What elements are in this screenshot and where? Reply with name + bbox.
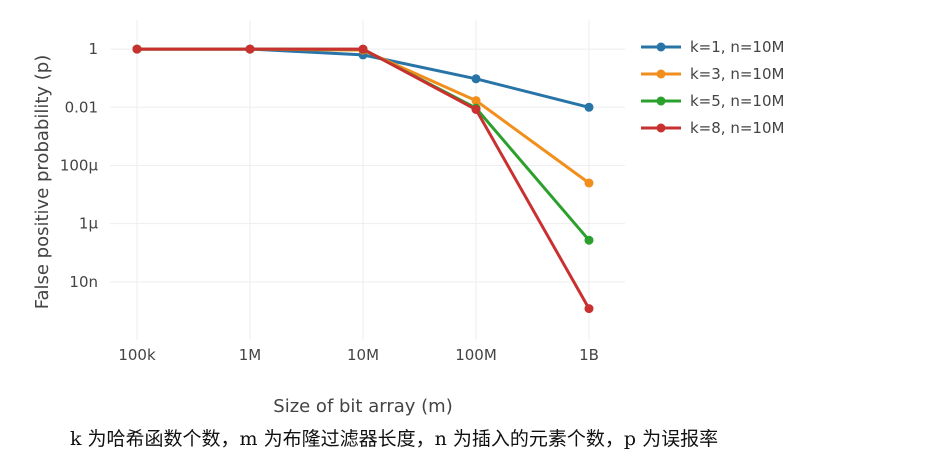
data-point [584, 102, 594, 112]
y-axis-ticks: 1 0.01 100μ 1μ 10n [60, 40, 99, 291]
y-tick-label: 0.01 [65, 98, 98, 116]
data-point [358, 44, 368, 54]
data-point [245, 44, 255, 54]
data-point [584, 304, 594, 314]
legend-item[interactable]: k=8, n=10M [641, 119, 784, 137]
x-axis-ticks: 100k 1M 10M 100M 1B [118, 346, 599, 364]
legend-item[interactable]: k=3, n=10M [641, 65, 784, 83]
x-tick-label: 1B [579, 346, 599, 364]
legend-label: k=1, n=10M [690, 38, 784, 56]
data-point [584, 178, 594, 188]
legend-marker [656, 69, 666, 79]
caption: k 为哈希函数个数，m 为布隆过滤器长度，n 为插入的元素个数，p 为误报率 [70, 428, 719, 450]
legend-label: k=8, n=10M [690, 119, 784, 137]
legend-item[interactable]: k=5, n=10M [641, 92, 784, 110]
y-tick-label: 1μ [79, 215, 99, 233]
legend-marker [656, 42, 666, 52]
series-4 [132, 44, 594, 314]
data-point [471, 74, 481, 84]
legend-marker [656, 96, 666, 106]
legend-item[interactable]: k=1, n=10M [641, 38, 784, 56]
y-tick-label: 100μ [60, 156, 99, 174]
data-point [471, 105, 481, 114]
legend: k=1, n=10M k=3, n=10M k=5, n=10M k=8, n=10M [641, 38, 784, 137]
legend-label: k=3, n=10M [690, 65, 784, 83]
x-tick-label: 1M [239, 346, 262, 364]
legend-marker [656, 123, 666, 133]
data-point [132, 44, 142, 54]
x-tick-label: 10M [347, 346, 379, 364]
y-axis-title: False positive probability (p) [32, 55, 53, 309]
grid [110, 20, 625, 340]
y-tick-label: 10n [69, 273, 98, 291]
data-point [471, 96, 481, 106]
series-lines [132, 44, 594, 314]
x-tick-label: 100k [118, 346, 156, 364]
legend-label: k=5, n=10M [690, 92, 784, 110]
x-tick-label: 100M [455, 346, 497, 364]
data-point [584, 235, 594, 245]
y-tick-label: 1 [88, 40, 98, 58]
x-axis-title: Size of bit array (m) [273, 396, 452, 417]
